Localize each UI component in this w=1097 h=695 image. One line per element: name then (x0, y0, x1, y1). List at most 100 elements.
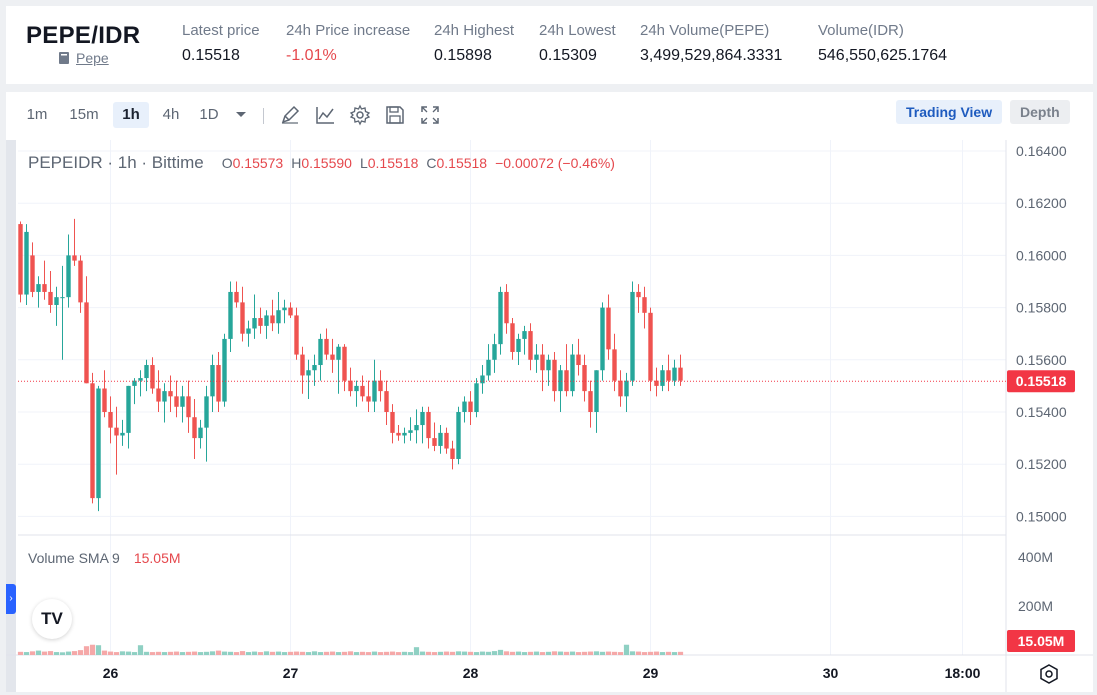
volume-bar (215, 650, 222, 655)
stat-value: 3,499,529,864.3331 (640, 47, 783, 64)
timeframe-1h[interactable]: 1h (113, 102, 149, 128)
pencil-icon[interactable] (279, 104, 301, 126)
volume-bar (509, 651, 516, 655)
gear-icon[interactable] (349, 104, 371, 126)
candle-body (426, 412, 431, 439)
candle-body (648, 312, 653, 381)
volume-bar (245, 652, 252, 655)
candle-body (444, 432, 449, 449)
volume-bar (35, 650, 42, 655)
volume-bar (257, 652, 264, 655)
volume-bar (413, 647, 420, 655)
volume-bar (137, 645, 144, 655)
candlestick-chart[interactable]: 0.16400 0.16200 0.16000 0.15800 0.15600 0.154… (6, 140, 1093, 692)
candle-body (54, 297, 59, 305)
candle-body (198, 427, 203, 439)
volume-bar (611, 651, 618, 655)
candle-body (150, 365, 155, 389)
volume-bar (65, 651, 72, 655)
candle-body (228, 291, 233, 339)
candle-body (582, 365, 587, 392)
volume-bar (449, 651, 456, 655)
volume-bar (101, 650, 108, 655)
candle-body (642, 297, 647, 313)
candle-body (48, 291, 53, 305)
volume-bar (95, 645, 102, 655)
volume-bar (497, 649, 504, 655)
volume-bar (503, 651, 510, 655)
fullscreen-icon[interactable] (419, 104, 441, 126)
candle-body (102, 388, 107, 412)
volume-bar (455, 651, 462, 655)
candle-body (510, 323, 515, 352)
ticker-bar: PEPE/IDR Pepe Latest price 0.15518 24h P… (6, 6, 1093, 84)
candle-body (36, 284, 41, 292)
volume-bar (17, 651, 24, 655)
stat-label: Volume(IDR) (818, 22, 904, 39)
legend-ohlc: O0.15573 H0.15590 L0.15518 C0.15518 −0.0… (222, 155, 615, 171)
candle-body (354, 385, 359, 392)
indicator-icon[interactable] (314, 104, 336, 126)
asset-link-label[interactable]: Pepe (76, 50, 109, 66)
candle-body (288, 307, 293, 316)
trading-view-button[interactable]: Trading View (896, 100, 1003, 124)
volume-bar (23, 652, 30, 655)
time-tick-label: 27 (283, 665, 299, 681)
volume-bar (677, 651, 684, 655)
candle-body (258, 318, 263, 326)
volume-bar (317, 652, 324, 655)
candle-body (42, 284, 47, 292)
save-icon[interactable] (384, 104, 406, 126)
volume-bar (173, 651, 180, 655)
volume-bar (533, 651, 540, 655)
volume-bar (425, 651, 432, 655)
timeframe-1d[interactable]: 1D (199, 106, 219, 123)
volume-bar (209, 651, 216, 655)
candle-body (450, 448, 455, 459)
volume-bar (515, 651, 522, 655)
volume-bar (263, 651, 270, 655)
candle-body (126, 385, 131, 433)
volume-bar (167, 651, 174, 655)
volume-bar (431, 652, 438, 655)
candle-body (384, 391, 389, 412)
volume-bar (671, 652, 678, 655)
volume-bar (107, 651, 114, 655)
price-tick-label: 0.15800 (1016, 300, 1067, 316)
candle-body (264, 315, 269, 326)
timeframe-4h[interactable]: 4h (162, 106, 180, 123)
stat-24h-high: 24h Highest 0.15898 (434, 22, 514, 65)
volume-bar (419, 651, 426, 655)
time-tick-label: 28 (463, 665, 479, 681)
stat-label: 24h Volume(PEPE) (640, 22, 770, 39)
candle-body (108, 412, 113, 428)
candle-body (312, 365, 317, 371)
chart-settings-icon[interactable] (1037, 662, 1061, 686)
stat-24h-low: 24h Lowest 0.15309 (539, 22, 616, 65)
time-tick-label: 26 (103, 665, 119, 681)
volume-bar (377, 652, 384, 655)
candle-body (186, 396, 191, 418)
volume-bar (551, 651, 558, 655)
volume-bar (569, 651, 576, 655)
volume-bar (221, 651, 228, 655)
candle-body (504, 291, 509, 324)
depth-button[interactable]: Depth (1010, 100, 1070, 124)
chevron-down-icon[interactable] (232, 106, 254, 128)
tradingview-logo[interactable]: TV (32, 599, 72, 639)
candle-body (468, 401, 473, 412)
price-tick-label: 0.15600 (1016, 352, 1067, 368)
candle-body (522, 331, 527, 339)
volume-bar (401, 651, 408, 655)
candle-body (678, 367, 683, 381)
candle-body (282, 307, 287, 311)
chart-area[interactable]: 0.16400 0.16200 0.16000 0.15800 0.15600 0.154… (6, 140, 1093, 692)
timeframe-15m[interactable]: 15m (69, 106, 99, 123)
legend-symbol: PEPEIDR · 1h · Bittime (28, 153, 204, 172)
candle-body (156, 388, 161, 402)
book-icon (59, 52, 69, 64)
volume-bar (83, 646, 90, 655)
timeframe-1m[interactable]: 1m (26, 106, 48, 123)
expand-sidebar-button[interactable]: › (6, 584, 16, 614)
asset-link[interactable]: Pepe (58, 50, 109, 66)
